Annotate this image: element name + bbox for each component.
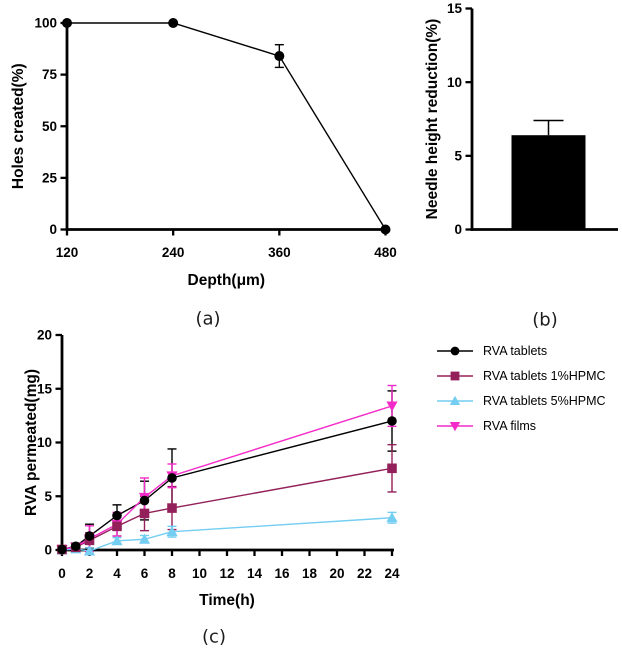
data-point-circle [57,544,67,555]
x-tick-label: 22 [357,566,372,581]
legend-marker-triangle-down-icon [437,421,473,431]
y-tick-label: 0 [44,543,52,558]
x-tick-label: 12 [219,566,234,581]
chart-a: 120 240 360 480 0 25 50 75 100 Depth(μm) Holes cre… [10,16,397,289]
y-axis-title: Holes created(%) [10,63,27,189]
legend-item: RVA films [436,413,606,438]
data-point-triangle-up [166,526,178,537]
data-point-circle [70,541,81,552]
data-point-circle [168,18,179,28]
y-tick-label: 75 [42,67,58,82]
x-tick-label: 20 [329,566,344,581]
legend-label: RVA tablets 5%HPMC [483,393,606,408]
legend-marker-circle-icon [437,346,473,355]
y-tick-label: 20 [37,328,52,343]
bar [511,135,586,230]
legend-label: RVA tablets 1%HPMC [483,368,606,383]
data-point-circle [62,18,72,28]
data-point-triangle-up [449,395,461,405]
y-tick-label: 15 [447,1,463,16]
y-tick-label: 10 [447,75,462,90]
x-axis-title: Time(h) [199,592,255,609]
chart-b: 0 5 10 15 Needle height reduction(%) [424,1,618,237]
series-line [67,22,387,230]
y-tick-label: 5 [44,489,52,504]
data-point-square [387,463,397,474]
y-tick-label: 15 [37,381,53,396]
data-point-square [450,371,460,380]
data-point-circle [84,531,95,541]
data-point-circle [167,473,177,483]
panel-label-b: (b) [532,309,558,331]
data-point-triangle-down [386,401,398,412]
x-tick-label: 16 [274,566,290,581]
data-point-triangle-up [83,545,96,556]
series-line [61,420,393,551]
y-axis-title: Needle height reduction(%) [424,19,441,220]
x-tick-label: 18 [302,566,318,581]
data-point-square [139,508,150,519]
data-point-triangle-down [449,421,461,431]
x-tick-label: 360 [268,245,291,260]
legend: RVA tablets RVA tablets 1%HPMC RVA tablets… [436,338,606,438]
x-tick-label: 24 [384,566,400,581]
data-point-circle [112,510,122,521]
data-point-circle [450,346,460,355]
x-tick-label: 240 [162,245,185,260]
x-tick-label: 2 [86,566,94,581]
data-point-square [112,521,122,532]
chart-c: 0 2 4 6 8 10 12 14 16 18 20 22 2405101520Time(h)RVA … [23,328,400,609]
data-point-circle [139,495,150,506]
legend-item: RVA tablets [436,338,606,363]
x-tick-label: 10 [192,566,207,581]
y-tick-label: 25 [42,170,58,185]
data-point-circle [274,51,285,62]
y-tick-label: 10 [37,435,52,450]
data-point-triangle-up [111,535,123,546]
y-tick-label: 0 [49,222,57,237]
series-line [61,467,393,551]
y-axis-title: RVA permeated(mg) [23,369,40,516]
data-point-triangle-up [138,533,151,544]
data-point-circle [387,416,397,426]
legend-item: RVA tablets 1%HPMC [436,363,606,388]
x-tick-label: 14 [247,566,263,581]
x-axis-title: Depth(μm) [188,272,266,289]
y-tick-label: 100 [34,16,57,31]
legend-label: RVA films [483,418,537,433]
y-tick-label: 50 [42,119,57,134]
data-point-triangle-up [386,512,398,523]
legend-marker-triangle-up-icon [437,395,473,405]
panel-label-a: (a) [195,308,221,330]
legend-label: RVA tablets [483,343,548,358]
series-line [61,517,393,552]
x-tick-label: 0 [58,566,66,581]
data-point-square [167,503,177,513]
x-tick-label: 8 [168,566,176,581]
y-tick-label: 5 [454,148,462,163]
data-point-circle [380,224,391,235]
panel-label-c: (c) [202,626,226,648]
legend-item: RVA tablets 5%HPMC [436,388,606,413]
x-tick-label: 4 [113,566,121,581]
x-tick-label: 120 [56,245,79,260]
legend-marker-square-icon [437,371,473,380]
x-tick-label: 6 [141,566,149,581]
x-tick-label: 480 [374,245,397,260]
y-tick-label: 0 [454,222,462,237]
